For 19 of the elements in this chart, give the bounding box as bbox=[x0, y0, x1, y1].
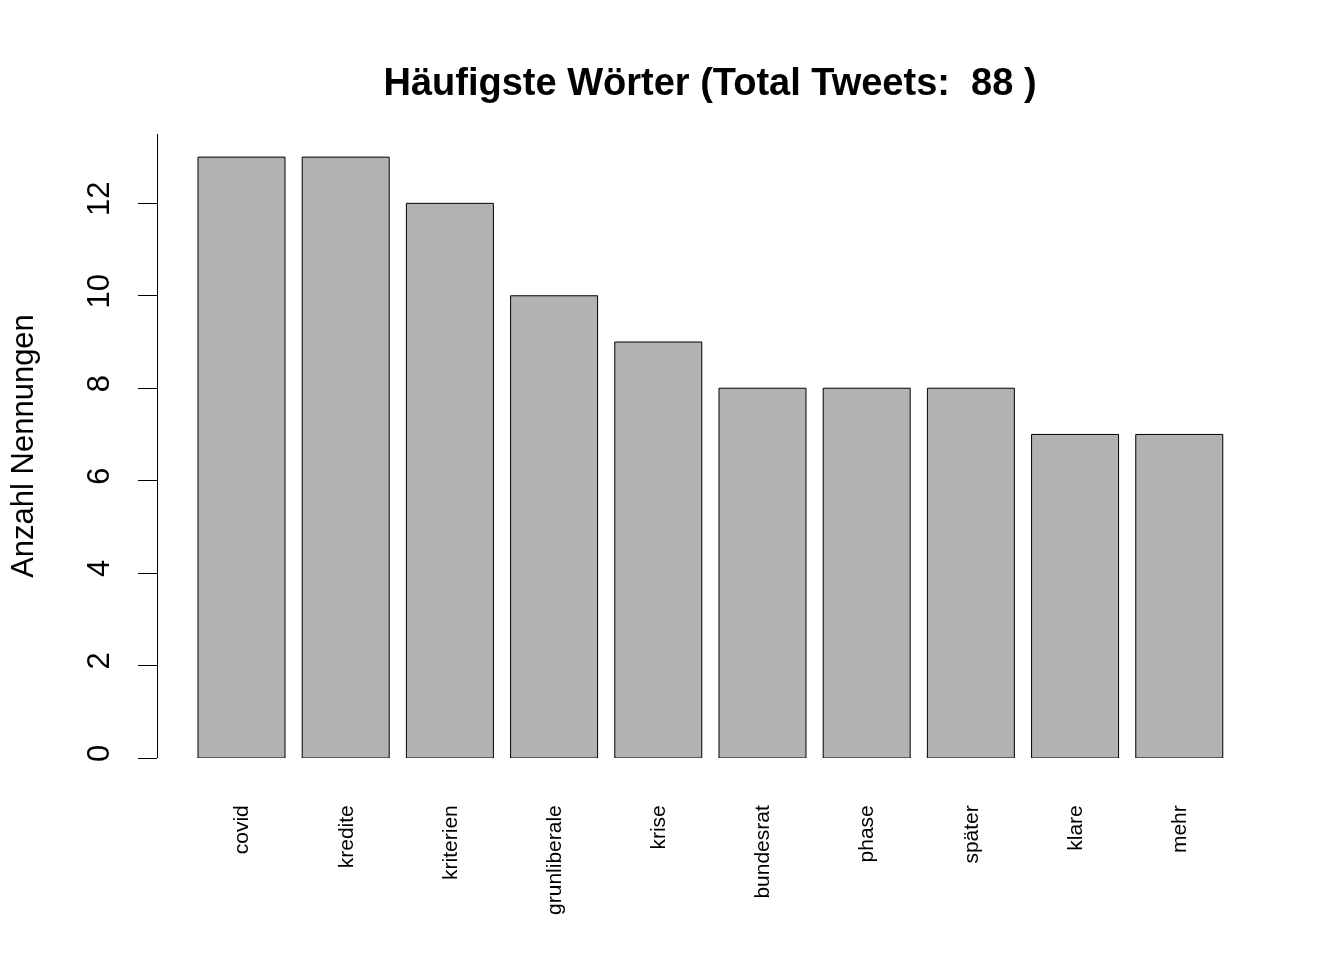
x-tick-label: krise bbox=[646, 805, 670, 850]
y-tick-label: 10 bbox=[80, 273, 116, 309]
x-tick-label: später bbox=[958, 805, 982, 864]
x-tick-label: bundesrat bbox=[750, 805, 774, 899]
x-tick-label: kredite bbox=[333, 805, 357, 869]
x-tick-label: phase bbox=[854, 805, 878, 863]
y-tick-label: 8 bbox=[80, 374, 116, 393]
x-tick-label: grunliberale bbox=[541, 805, 565, 915]
x-tick-label: kriterien bbox=[437, 805, 461, 880]
y-tick-label: 12 bbox=[80, 181, 116, 216]
y-tick-label: 0 bbox=[80, 744, 116, 762]
y-tick-label: 2 bbox=[80, 652, 116, 670]
x-tick-label: mehr bbox=[1167, 805, 1191, 854]
chart-title: Häufigste Wörter (Total Tweets: 88 ) bbox=[383, 61, 1037, 104]
x-tick-label: klare bbox=[1062, 805, 1086, 851]
y-axis-title: Anzahl Nennungen bbox=[5, 314, 41, 578]
y-tick-label: 6 bbox=[80, 467, 116, 485]
x-tick-label: covid bbox=[229, 805, 253, 855]
y-tick-label: 4 bbox=[80, 559, 116, 578]
